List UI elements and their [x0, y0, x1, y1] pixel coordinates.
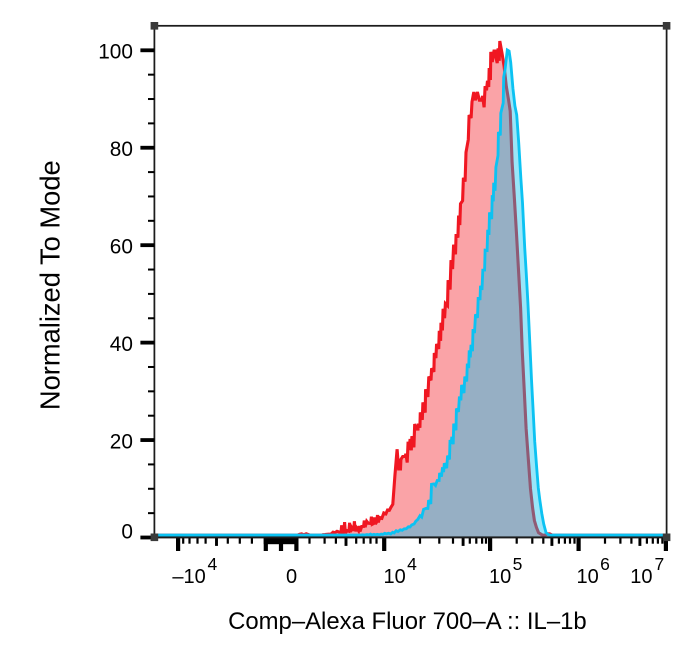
svg-text:10: 10 — [489, 566, 511, 588]
svg-text:40: 40 — [110, 333, 133, 356]
svg-text:6: 6 — [600, 554, 610, 574]
svg-text:80: 80 — [110, 138, 133, 161]
svg-text:10: 10 — [577, 566, 599, 588]
svg-text:60: 60 — [110, 236, 133, 259]
svg-text:20: 20 — [110, 430, 133, 453]
svg-text:10: 10 — [630, 566, 652, 588]
svg-text:–10: –10 — [172, 566, 205, 588]
svg-text:7: 7 — [655, 554, 665, 574]
svg-text:Comp–Alexa Fluor 700–A :: IL–1: Comp–Alexa Fluor 700–A :: IL–1b — [228, 608, 587, 635]
svg-text:100: 100 — [98, 41, 133, 64]
svg-text:4: 4 — [407, 554, 417, 574]
svg-text:5: 5 — [513, 554, 523, 574]
svg-text:4: 4 — [208, 554, 218, 574]
svg-text:Normalized To Mode: Normalized To Mode — [34, 160, 65, 410]
svg-text:0: 0 — [121, 521, 133, 544]
svg-text:10: 10 — [384, 566, 406, 588]
svg-text:0: 0 — [286, 566, 297, 588]
